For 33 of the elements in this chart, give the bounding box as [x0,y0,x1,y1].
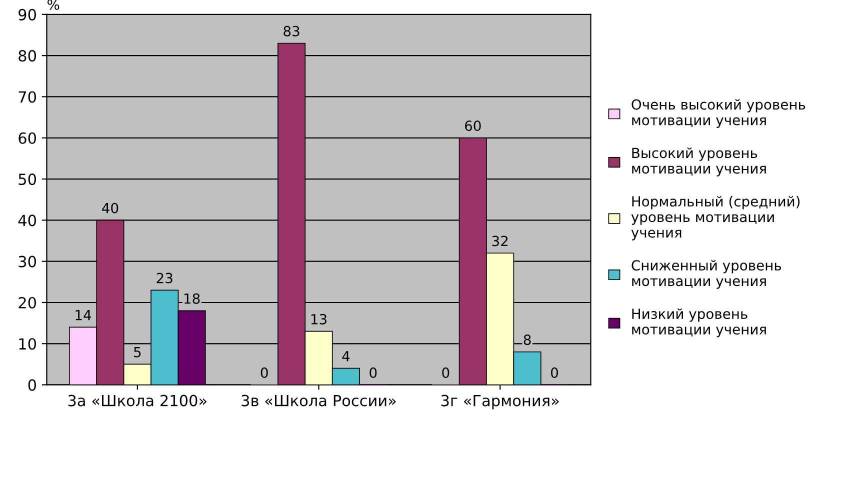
y-tick-label: 10 [19,338,36,350]
y-tick-label: 20 [18,296,36,309]
legend-label: Нормальный (средний) уровень мотивации учения [631,196,800,240]
y-tick-label: 60 [18,132,36,144]
y-tick-label: 0 [28,379,36,391]
legend-label: Низкий уровень мотивации учения [632,308,766,338]
data-label: 0 [370,367,377,378]
legend-label: Высокий уровень мотивации учения [632,147,766,176]
data-label: 60 [465,120,481,132]
data-label: 0 [550,367,558,378]
data-label: 13 [311,314,326,324]
y-tick-label: 30 [18,256,36,268]
data-label: 14 [76,310,92,320]
y-tick-label: 70 [18,91,36,103]
x-tick-label: 3г «Гармония» [441,394,559,410]
data-label: 23 [156,272,172,284]
legend-label: Очень высокий уровень мотивации учения [632,99,806,128]
y-tick-label: 50 [18,174,36,186]
x-tick-label: 3а «Школа 2100» [68,394,206,406]
data-label: 18 [184,293,200,304]
x-tick-label: 3в «Школа России» [242,394,396,406]
data-label: 0 [442,367,450,378]
y-tick-label: 90 [18,8,36,20]
legend-label: Сниженный уровень мотивации учения [632,260,782,289]
data-label: 40 [102,202,118,214]
data-label: 32 [492,236,508,246]
data-label: 5 [134,347,141,358]
y-tick-label: 80 [18,50,36,62]
data-label: 4 [342,351,350,362]
data-label: 0 [260,367,268,378]
y-tick-label: 40 [18,214,36,226]
data-label: 8 [524,334,531,346]
data-label: 83 [284,26,300,36]
